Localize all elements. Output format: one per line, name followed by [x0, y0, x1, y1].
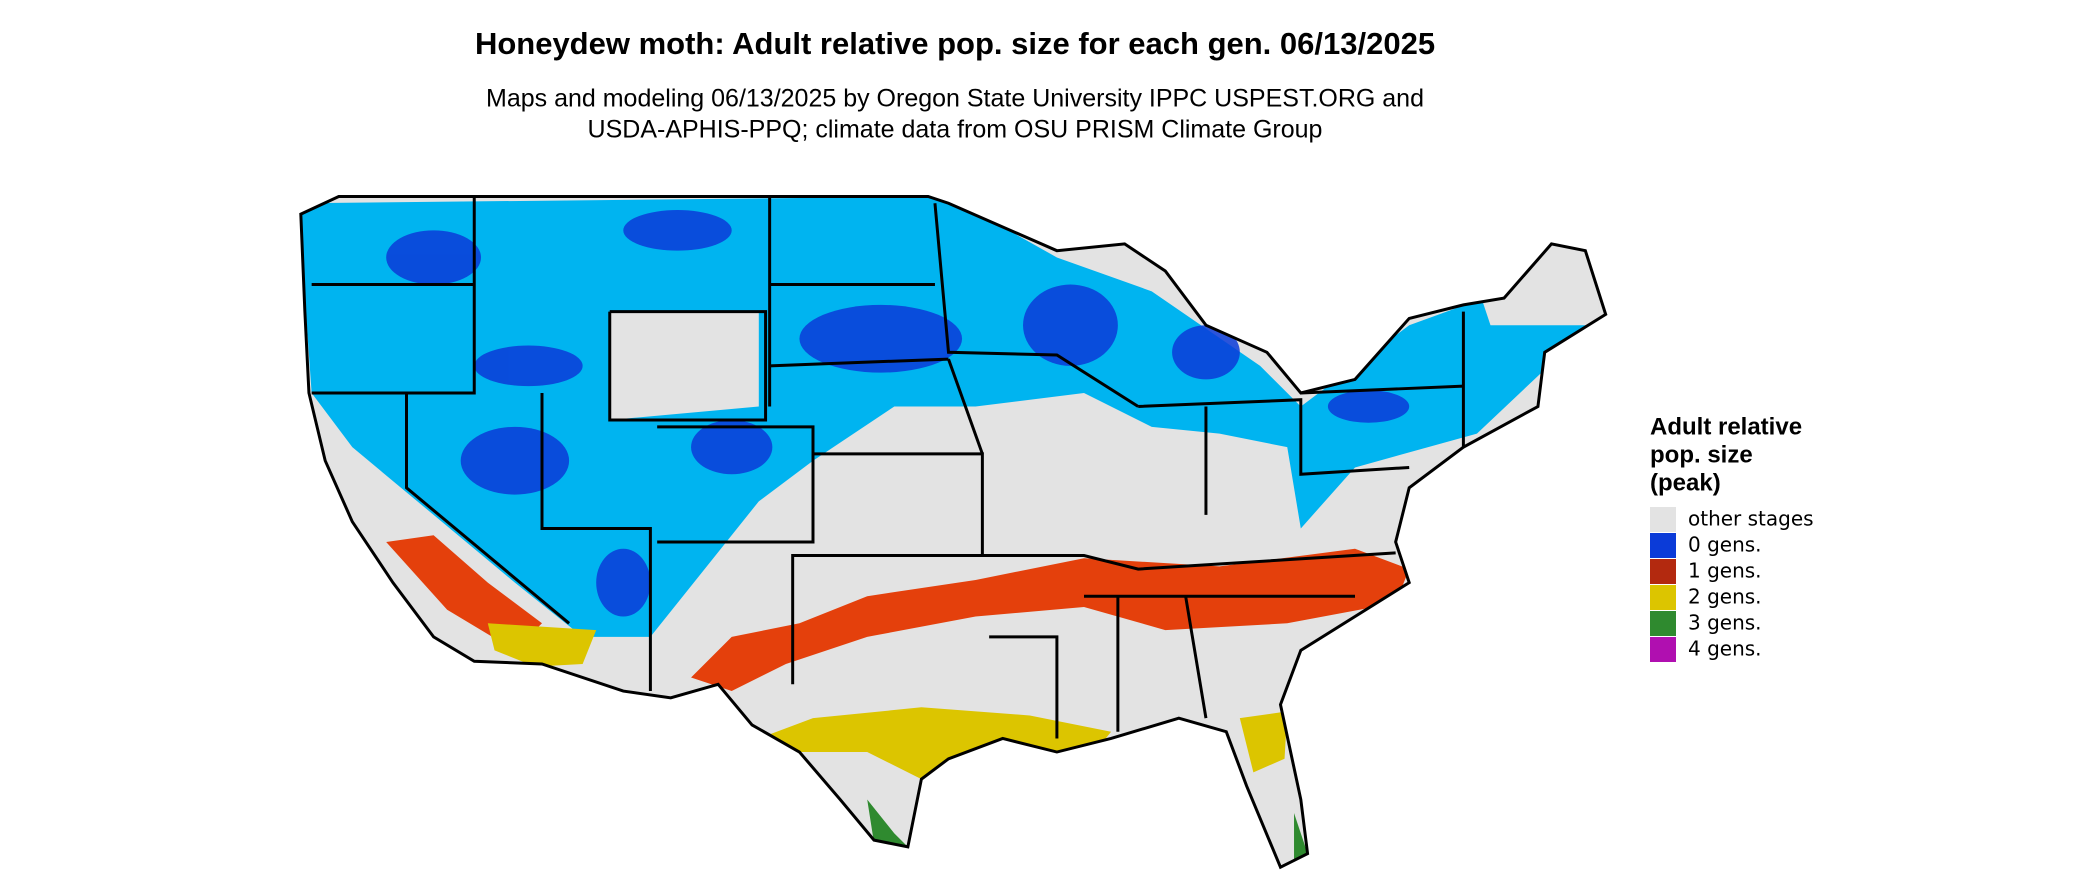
legend-label: other stages — [1688, 507, 1814, 531]
legend-swatch — [1650, 507, 1676, 532]
legend-swatch — [1650, 637, 1676, 662]
legend-label: 1 gens. — [1688, 559, 1762, 583]
legend-label: 0 gens. — [1688, 533, 1762, 557]
legend-label: 3 gens. — [1688, 611, 1762, 635]
legend-swatch — [1650, 611, 1676, 636]
legend-label: 2 gens. — [1688, 585, 1762, 609]
map-title: Honeydew moth: Adult relative pop. size … — [475, 26, 1435, 61]
map-subtitle: Maps and modeling 06/13/2025 by Oregon S… — [486, 85, 1424, 113]
map-subtitle: USDA-APHIS-PPQ; climate data from OSU PR… — [588, 116, 1323, 144]
legend-swatch — [1650, 585, 1676, 610]
us-map — [299, 194, 1608, 870]
legend-title: (peak) — [1650, 469, 1721, 496]
legend-label: 4 gens. — [1688, 637, 1762, 661]
legend-swatch — [1650, 533, 1676, 558]
legend-swatch — [1650, 559, 1676, 584]
legend-title: pop. size — [1650, 441, 1753, 468]
legend-title: Adult relative — [1650, 413, 1802, 440]
